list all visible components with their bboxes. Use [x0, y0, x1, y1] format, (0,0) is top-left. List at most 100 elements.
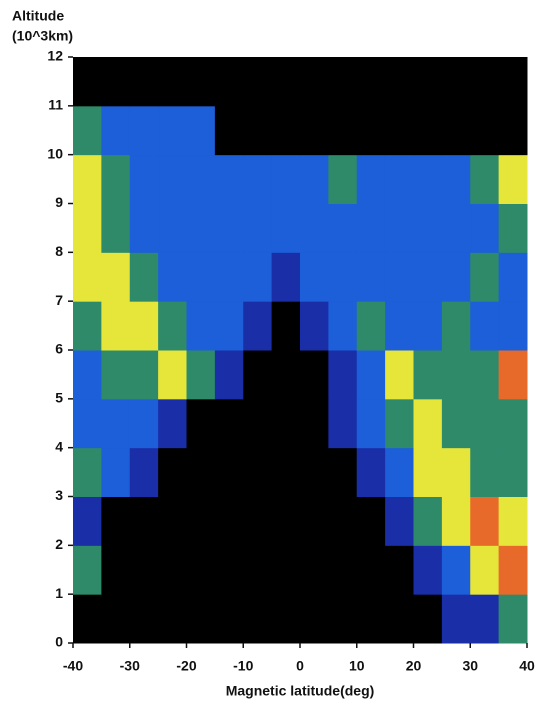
- heatmap-cell: [413, 545, 443, 595]
- heatmap-cell: [186, 105, 216, 156]
- heatmap-cell: [441, 545, 471, 595]
- heatmap-cell: [385, 57, 414, 107]
- y-tick-label: 11: [48, 97, 63, 113]
- heatmap-cell: [271, 203, 301, 253]
- heatmap-cell: [328, 105, 358, 156]
- heatmap-cell: [470, 203, 500, 253]
- heatmap-cell: [158, 301, 187, 351]
- heatmap-cell: [158, 398, 187, 449]
- heatmap-cell: [300, 594, 329, 644]
- y-tick-label: 2: [55, 536, 63, 552]
- x-tick-label: 40: [519, 658, 535, 674]
- heatmap-cell: [186, 154, 216, 204]
- heatmap-cell: [243, 203, 273, 253]
- heatmap-cell: [101, 301, 131, 351]
- heatmap-cell: [300, 105, 329, 156]
- heatmap-cell: [470, 496, 500, 546]
- heatmap-cell: [243, 350, 273, 400]
- heatmap-cell: [328, 545, 358, 595]
- heatmap-cell: [498, 105, 528, 156]
- x-tick-label: 20: [406, 658, 422, 674]
- heatmap-cell: [470, 398, 500, 449]
- heatmap-cell: [300, 545, 329, 595]
- heatmap-cell: [498, 447, 528, 497]
- heatmap-cell: [271, 398, 301, 449]
- heatmap-cell: [300, 203, 329, 253]
- x-tick-label: -20: [176, 658, 196, 674]
- x-tick-label: 10: [349, 658, 365, 674]
- heatmap-cell: [300, 252, 329, 302]
- heatmap-cell: [300, 57, 329, 107]
- heatmap-cell: [129, 57, 159, 107]
- x-tick-label: -40: [63, 658, 83, 674]
- heatmap-cell: [73, 154, 102, 204]
- heatmap-cell: [129, 594, 159, 644]
- heatmap-cell: [158, 203, 187, 253]
- heatmap-cell: [441, 496, 471, 546]
- heatmap-cell: [186, 57, 216, 107]
- heatmap-cell: [129, 252, 159, 302]
- heatmap-cell: [186, 398, 216, 449]
- heatmap-cell: [186, 496, 216, 546]
- heatmap-cell: [101, 447, 131, 497]
- heatmap-cell: [413, 350, 443, 400]
- heatmap-cell: [356, 496, 386, 546]
- x-tick-label: -10: [233, 658, 253, 674]
- heatmap-cell: [271, 350, 301, 400]
- heatmap-cell: [328, 496, 358, 546]
- heatmap-cell: [470, 545, 500, 595]
- heatmap-cell: [413, 252, 443, 302]
- heatmap-cell: [300, 398, 329, 449]
- heatmap-cell: [441, 350, 471, 400]
- heatmap-cell: [214, 545, 244, 595]
- heatmap-cell: [328, 447, 358, 497]
- y-axis-label: (10^3km): [12, 28, 73, 44]
- heatmap-cell: [243, 545, 273, 595]
- heatmap-cell: [158, 545, 187, 595]
- heatmap-cell: [413, 447, 443, 497]
- heatmap-cell: [73, 447, 102, 497]
- heatmap-cell: [441, 203, 471, 253]
- heatmap-cell: [271, 57, 301, 107]
- heatmap-cell: [129, 447, 159, 497]
- heatmap-cell: [470, 594, 500, 644]
- heatmap-cell: [73, 545, 102, 595]
- heatmap-cell: [413, 398, 443, 449]
- heatmap-cell: [214, 447, 244, 497]
- heatmap-cell: [413, 105, 443, 156]
- heatmap-cell: [271, 545, 301, 595]
- heatmap-cell: [385, 594, 414, 644]
- heatmap-cell: [101, 545, 131, 595]
- y-tick-label: 0: [55, 634, 63, 650]
- heatmap-cell: [129, 105, 159, 156]
- y-axis-label: Altitude: [12, 8, 64, 24]
- heatmap-cell: [129, 545, 159, 595]
- heatmap-cell: [214, 252, 244, 302]
- heatmap-cell: [441, 447, 471, 497]
- heatmap-cell: [101, 252, 131, 302]
- heatmap-cell: [129, 154, 159, 204]
- heatmap-cell: [441, 252, 471, 302]
- heatmap-cell: [271, 252, 301, 302]
- heatmap-cell: [300, 301, 329, 351]
- heatmap-cell: [385, 545, 414, 595]
- heatmap-cell: [243, 301, 273, 351]
- heatmap-cell: [129, 203, 159, 253]
- heatmap-cell: [385, 105, 414, 156]
- heatmap-cell: [243, 57, 273, 107]
- heatmap-cell: [498, 350, 528, 400]
- heatmap-cell: [158, 252, 187, 302]
- heatmap-cell: [385, 398, 414, 449]
- heatmap-cell: [413, 154, 443, 204]
- heatmap-cell: [356, 252, 386, 302]
- heatmap-cell: [328, 203, 358, 253]
- heatmap-cell: [101, 203, 131, 253]
- heatmap-cell: [441, 398, 471, 449]
- heatmap-cell: [356, 154, 386, 204]
- heatmap-cell: [158, 447, 187, 497]
- heatmap-cell: [470, 105, 500, 156]
- y-tick-label: 10: [47, 145, 63, 161]
- heatmap-cell: [300, 447, 329, 497]
- heatmap-cell: [300, 154, 329, 204]
